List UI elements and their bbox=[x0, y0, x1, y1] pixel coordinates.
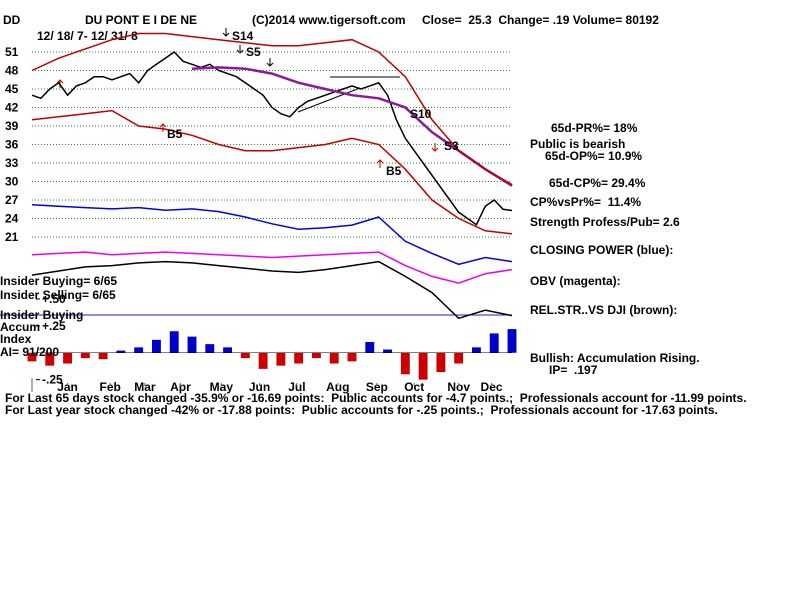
y-tick-label: 33 bbox=[5, 156, 19, 170]
accum-bar bbox=[507, 329, 517, 353]
side-note: IP= .197 bbox=[549, 363, 598, 377]
y-tick-label: 42 bbox=[5, 101, 19, 115]
accum-bar bbox=[329, 352, 339, 364]
side-note: 65d-CP%= 29.4% bbox=[549, 176, 646, 190]
series-line bbox=[31, 204, 513, 266]
y-tick-label: 51 bbox=[5, 45, 19, 59]
accum-bar bbox=[489, 333, 499, 353]
y-tick-label: 36 bbox=[5, 138, 19, 152]
y-tick-label: 24 bbox=[5, 212, 19, 226]
left-note: Index bbox=[0, 332, 32, 346]
accum-bar bbox=[98, 352, 108, 360]
accum-bar bbox=[205, 344, 215, 353]
left-note: Accum bbox=[0, 320, 40, 334]
accum-bar bbox=[418, 352, 428, 380]
sell-arrow bbox=[266, 58, 274, 67]
chart-title: DU PONT E I DE NE bbox=[85, 13, 197, 27]
footer-line: For Last 65 days stock changed -35.9% or… bbox=[5, 391, 747, 405]
ticker: DD bbox=[3, 13, 21, 27]
accum-bar bbox=[152, 339, 161, 353]
side-note: Strength Profess/Pub= 2.6 bbox=[530, 215, 680, 229]
y-tick-label: 39 bbox=[5, 119, 19, 133]
accum-bar bbox=[383, 349, 392, 353]
subtitle: 12/ 18/ 7- 12/ 31/ 8 bbox=[37, 29, 138, 43]
accum-bar bbox=[258, 352, 268, 369]
series-line bbox=[31, 51, 513, 226]
x-tick-label: Apr bbox=[170, 380, 191, 394]
accum-bar bbox=[27, 352, 37, 362]
x-tick-label: May bbox=[210, 380, 234, 394]
accum-bar bbox=[436, 352, 446, 373]
accum-bar bbox=[63, 352, 72, 364]
footer-line: For Last year stock changed -42% or -17.… bbox=[5, 403, 718, 417]
x-tick-label: Aug bbox=[326, 380, 349, 394]
signal-label: S3 bbox=[444, 139, 459, 153]
quote: Close= 25.3 Change= .19 Volume= 80192 bbox=[422, 13, 659, 27]
sell-arrow bbox=[222, 28, 230, 37]
signal-label: S5 bbox=[246, 45, 261, 59]
signal-label: S10 bbox=[410, 107, 432, 121]
y-tick-label: 27 bbox=[5, 193, 19, 207]
copyright: (C)2014 www.tigersoft.com bbox=[252, 13, 406, 27]
accum-bar bbox=[134, 347, 144, 353]
x-tick-label: Feb bbox=[100, 380, 121, 394]
x-tick-label: Jun bbox=[249, 380, 270, 394]
accum-bar bbox=[187, 336, 197, 353]
y-tick-label: +.25 bbox=[42, 319, 66, 333]
y-tick-label: 30 bbox=[5, 175, 19, 189]
signal-label: B5 bbox=[167, 127, 183, 141]
x-tick-label: Nov bbox=[447, 380, 470, 394]
accum-bar bbox=[347, 352, 357, 362]
y-tick-label: 21 bbox=[5, 230, 19, 244]
accum-bar bbox=[294, 352, 304, 364]
accum-bar bbox=[276, 352, 286, 366]
left-note: Insider Buying= 6/65 bbox=[0, 274, 117, 288]
accum-bar bbox=[240, 352, 250, 359]
y-tick-label: 48 bbox=[5, 64, 19, 78]
signal-label: B5 bbox=[386, 164, 402, 178]
accum-bar bbox=[45, 352, 55, 366]
accum-bar bbox=[472, 347, 481, 353]
series-line bbox=[31, 251, 513, 284]
series-line bbox=[31, 260, 513, 320]
side-note: OBV (magenta): bbox=[530, 274, 621, 288]
accum-bar bbox=[80, 352, 90, 359]
x-tick-label: Sep bbox=[366, 380, 388, 394]
side-note: CLOSING POWER (blue): bbox=[530, 243, 673, 257]
accum-bar bbox=[169, 331, 179, 353]
x-tick-label: Mar bbox=[134, 380, 156, 394]
x-tick-label: Oct bbox=[404, 380, 424, 394]
left-note: Insider Buying bbox=[0, 308, 83, 322]
y-tick-label: -.25 bbox=[42, 373, 63, 387]
side-note: REL.STR..VS DJI (brown): bbox=[530, 303, 677, 317]
accum-bar bbox=[223, 347, 232, 353]
series-line bbox=[31, 109, 513, 235]
y-tick-label: +.50 bbox=[42, 292, 66, 306]
accum-bar bbox=[365, 342, 375, 353]
buy-arrow bbox=[376, 159, 384, 168]
x-tick-label: Jul bbox=[288, 380, 305, 394]
left-note: AI= 91/200 bbox=[0, 345, 59, 359]
side-note: Bullish: Accumulation Rising. bbox=[530, 351, 700, 365]
side-note: Public is bearish bbox=[530, 137, 625, 151]
left-note: Insider Selling= 6/65 bbox=[0, 288, 116, 302]
accum-bar bbox=[454, 352, 464, 364]
side-note: 65d-OP%= 10.9% bbox=[545, 149, 642, 163]
side-note: CP%vsPr%= 11.4% bbox=[530, 195, 641, 209]
accum-bar bbox=[116, 350, 126, 353]
x-tick-label: Dec bbox=[481, 380, 503, 394]
signal-label: S14 bbox=[232, 29, 254, 43]
accum-bar bbox=[312, 352, 321, 359]
series-line bbox=[31, 32, 513, 186]
side-note: 65d-PR%= 18% bbox=[551, 121, 638, 135]
accum-bar bbox=[400, 352, 410, 375]
y-tick-label: 45 bbox=[5, 82, 19, 96]
x-tick-label: Jan bbox=[57, 380, 78, 394]
